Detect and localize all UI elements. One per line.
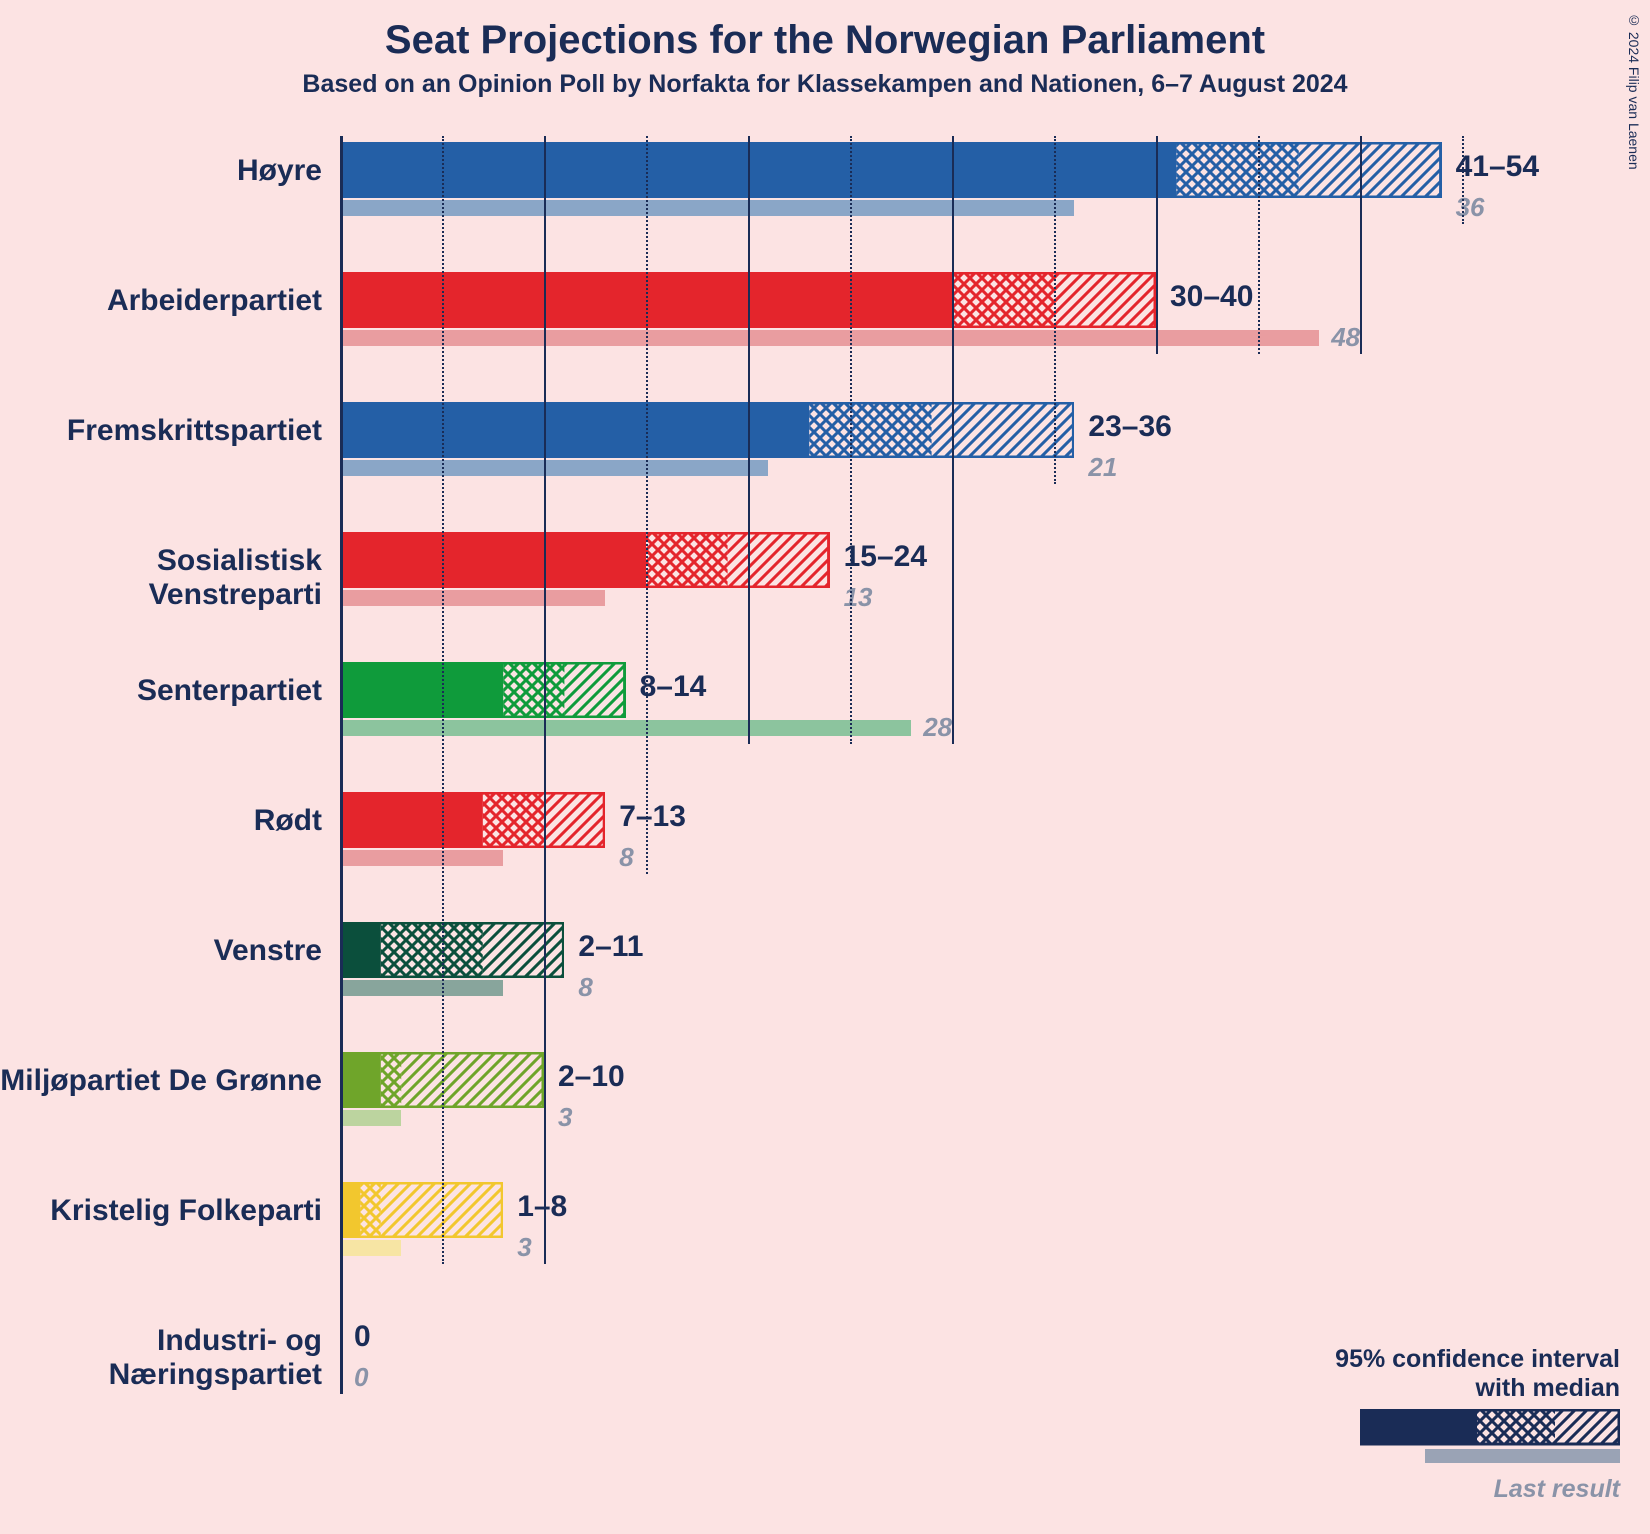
range-label: 2–11 xyxy=(578,930,643,964)
gridline-minor xyxy=(850,136,852,744)
party-label: Kristelig Folkeparti xyxy=(0,1194,322,1228)
gridline-minor xyxy=(1054,136,1056,484)
gridline-minor xyxy=(442,136,444,1264)
axis-zero xyxy=(340,136,343,1394)
range-label: 30–40 xyxy=(1170,280,1253,314)
last-result-label: 0 xyxy=(354,1362,368,1393)
gridline-major xyxy=(1156,136,1158,354)
range-label: 23–36 xyxy=(1088,410,1171,444)
chart-title: Seat Projections for the Norwegian Parli… xyxy=(0,18,1650,63)
range-label: 8–14 xyxy=(640,670,707,704)
legend-last-label: Last result xyxy=(1240,1475,1620,1504)
chart-plot-area: Høyre 41–54 36 Arbeiderpartiet 30–40 48 Fremsk… xyxy=(0,120,1650,1510)
gridline-minor xyxy=(646,136,648,874)
gridline-minor xyxy=(1462,136,1464,224)
range-label: 15–24 xyxy=(844,540,927,574)
range-label: 41–54 xyxy=(1456,150,1539,184)
last-result-label: 13 xyxy=(844,582,873,613)
last-result-bar xyxy=(340,460,768,476)
legend: 95% confidence interval with median Last… xyxy=(1240,1345,1620,1504)
legend-swatch xyxy=(1240,1409,1620,1473)
last-result-bar xyxy=(340,1240,401,1256)
last-result-label: 28 xyxy=(923,712,952,743)
last-result-label: 48 xyxy=(1331,322,1360,353)
range-label: 1–8 xyxy=(517,1190,567,1224)
range-label: 0 xyxy=(354,1320,371,1354)
party-label: Arbeiderpartiet xyxy=(0,284,322,318)
legend-ci-line1: 95% confidence interval xyxy=(1240,1345,1620,1374)
gridline-major xyxy=(544,136,546,1264)
gridline-major xyxy=(952,136,954,744)
projection-bar xyxy=(340,792,605,848)
range-label: 7–13 xyxy=(619,800,686,834)
last-result-bar xyxy=(340,850,503,866)
last-result-bar xyxy=(340,720,911,736)
gridline-major xyxy=(748,136,750,744)
chart-subtitle: Based on an Opinion Poll by Norfakta for… xyxy=(0,70,1650,99)
last-result-label: 3 xyxy=(558,1102,572,1133)
party-label: Venstre xyxy=(0,934,322,968)
projection-bar xyxy=(340,662,626,718)
last-result-bar xyxy=(340,980,503,996)
party-label: Senterpartiet xyxy=(0,674,322,708)
legend-ci-line2: with median xyxy=(1240,1374,1620,1403)
last-result-bar xyxy=(340,590,605,606)
party-label: Sosialistisk Venstreparti xyxy=(0,544,322,612)
last-result-label: 3 xyxy=(517,1232,531,1263)
projection-bar xyxy=(340,402,1074,458)
party-label: Høyre xyxy=(0,154,322,188)
party-label: Rødt xyxy=(0,804,322,838)
last-result-label: 21 xyxy=(1088,452,1117,483)
projection-bar xyxy=(340,532,830,588)
last-result-label: 36 xyxy=(1456,192,1485,223)
gridline-minor xyxy=(1258,136,1260,354)
party-label: Industri- og Næringspartiet xyxy=(0,1324,322,1392)
party-label: Miljøpartiet De Grønne xyxy=(0,1064,322,1098)
gridline-major xyxy=(1360,136,1362,354)
last-result-bar xyxy=(340,330,1319,346)
party-label: Fremskrittspartiet xyxy=(0,414,322,448)
projection-bar xyxy=(340,1182,503,1238)
last-result-label: 8 xyxy=(578,972,592,1003)
projection-bar xyxy=(340,922,564,978)
last-result-bar xyxy=(340,1110,401,1126)
range-label: 2–10 xyxy=(558,1060,625,1094)
projection-bar xyxy=(340,142,1442,198)
last-result-bar xyxy=(340,200,1074,216)
last-result-label: 8 xyxy=(619,842,633,873)
